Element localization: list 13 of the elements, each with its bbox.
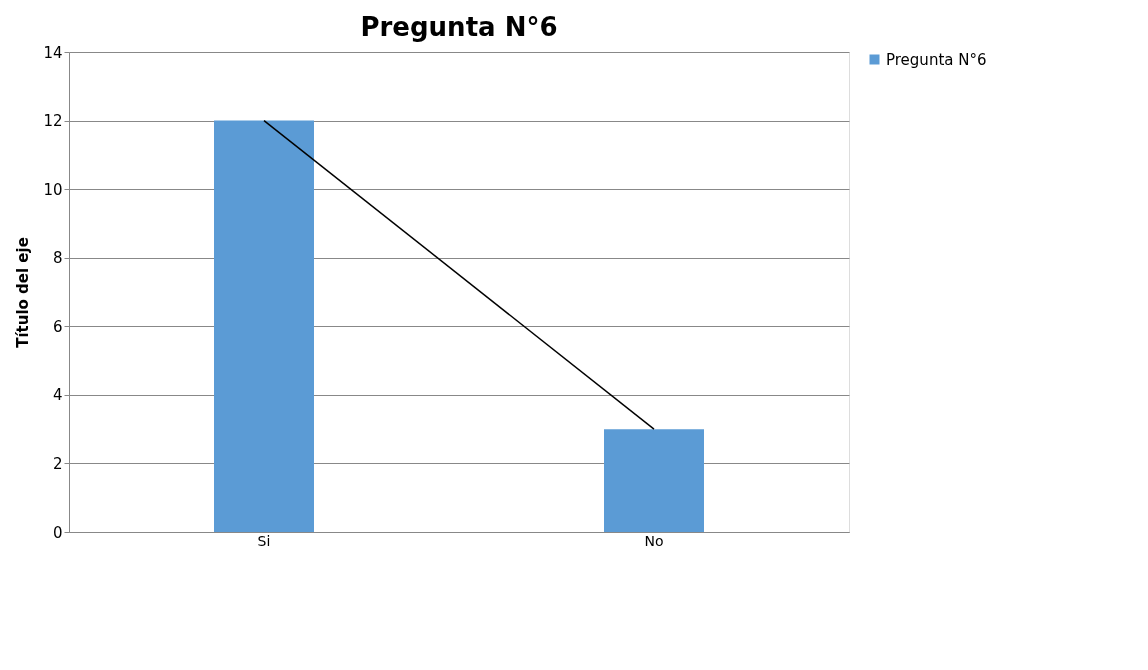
y-tick-label: 8 bbox=[52, 249, 63, 268]
y-tick-label: 10 bbox=[43, 180, 63, 199]
x-tick-label: Si bbox=[257, 532, 271, 549]
y-tick-label: 12 bbox=[43, 112, 63, 131]
x-tick-label: No bbox=[644, 532, 664, 549]
y-axis-title: Título del eje bbox=[14, 237, 33, 348]
y-tick-label: 0 bbox=[52, 523, 63, 542]
y-tick-label: 14 bbox=[43, 43, 63, 62]
chart-title: Pregunta N°6 bbox=[360, 12, 558, 42]
y-tick-label: 4 bbox=[52, 386, 63, 405]
y-tick-label: 6 bbox=[52, 317, 63, 336]
legend-label: Pregunta N°6 bbox=[886, 50, 987, 69]
y-tick-label: 2 bbox=[52, 454, 63, 473]
